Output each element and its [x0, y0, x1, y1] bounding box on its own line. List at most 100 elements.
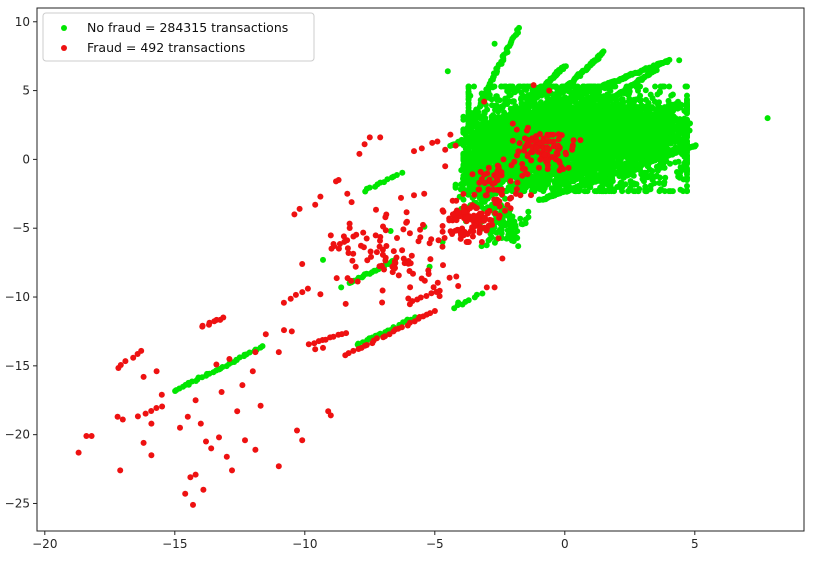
- no-fraud-point: [465, 83, 472, 90]
- no-fraud-point: [575, 172, 582, 179]
- no-fraud-point: [618, 132, 625, 139]
- no-fraud-point: [616, 107, 622, 114]
- no-fraud-point: [645, 151, 651, 158]
- points-layer: [75, 24, 771, 508]
- no-fraud-point: [617, 180, 624, 187]
- no-fraud-point: [534, 103, 541, 109]
- no-fraud-point: [612, 83, 619, 90]
- no-fraud-point: [677, 164, 684, 171]
- no-fraud-point: [625, 151, 632, 157]
- no-fraud-point: [507, 86, 514, 93]
- no-fraud-point: [655, 104, 662, 111]
- no-fraud-point: [589, 127, 596, 134]
- no-fraud-point: [656, 174, 663, 181]
- no-fraud-point: [622, 137, 629, 144]
- no-fraud-point: [627, 178, 634, 185]
- no-fraud-point: [537, 99, 544, 106]
- no-fraud-point: [633, 153, 640, 160]
- no-fraud-point: [567, 108, 574, 115]
- no-fraud-point: [651, 125, 658, 132]
- no-fraud-point: [672, 159, 679, 166]
- no-fraud-point: [619, 96, 626, 103]
- no-fraud-point: [592, 171, 599, 178]
- no-fraud-point: [665, 137, 672, 144]
- no-fraud-point: [619, 188, 626, 195]
- no-fraud-point: [602, 107, 609, 113]
- no-fraud-point: [627, 185, 634, 192]
- no-fraud-point: [621, 151, 627, 158]
- no-fraud-point: [550, 83, 557, 90]
- no-fraud-point: [620, 174, 627, 181]
- no-fraud-point: [630, 104, 637, 111]
- no-fraud-point: [644, 122, 651, 129]
- no-fraud-point: [643, 188, 650, 195]
- no-fraud-point: [559, 112, 566, 119]
- no-fraud-point: [681, 107, 688, 114]
- no-fraud-point: [662, 122, 669, 129]
- no-fraud-point: [495, 108, 502, 115]
- no-fraud-point: [669, 119, 676, 126]
- no-fraud-point: [661, 188, 668, 195]
- no-fraud-point: [598, 93, 605, 100]
- no-fraud-point: [593, 148, 600, 155]
- no-fraud-point: [665, 97, 672, 104]
- no-fraud-point: [607, 186, 614, 192]
- no-fraud-point: [465, 96, 472, 103]
- no-fraud-point: [498, 103, 505, 110]
- no-fraud-point: [637, 97, 643, 104]
- no-fraud-point: [576, 104, 583, 111]
- no-fraud-point: [614, 153, 621, 160]
- no-fraud-point: [601, 180, 608, 187]
- no-fraud-point: [595, 121, 602, 128]
- no-fraud-point: [655, 119, 662, 126]
- no-fraud-point: [562, 104, 569, 111]
- no-fraud-point: [684, 97, 690, 104]
- no-fraud-point: [677, 186, 684, 193]
- no-fraud-point: [639, 176, 646, 182]
- no-fraud-point: [654, 139, 661, 146]
- no-fraud-point: [654, 167, 661, 174]
- no-fraud-point: [498, 83, 505, 90]
- no-fraud-point: [674, 169, 680, 175]
- no-fraud-point: [608, 119, 615, 126]
- no-fraud-point: [593, 115, 600, 122]
- no-fraud-point: [637, 92, 644, 99]
- no-fraud-point: [639, 144, 646, 151]
- no-fraud-point: [681, 133, 688, 140]
- no-fraud-point: [644, 104, 651, 111]
- no-fraud-point: [580, 83, 586, 90]
- no-fraud-point: [591, 188, 598, 195]
- no-fraud-point: [489, 102, 495, 109]
- no-fraud-point: [684, 183, 690, 189]
- no-fraud-point: [610, 113, 616, 120]
- no-fraud-point: [659, 116, 666, 123]
- no-fraud-point: [666, 188, 672, 195]
- no-fraud-point: [633, 132, 640, 139]
- no-fraud-point: [591, 121, 598, 128]
- no-fraud-point: [652, 83, 659, 90]
- no-fraud-point: [666, 83, 673, 90]
- no-fraud-point: [465, 104, 472, 111]
- no-fraud-point: [684, 174, 690, 181]
- no-fraud-point: [647, 91, 654, 98]
- no-fraud-point: [682, 83, 689, 90]
- no-fraud-point: [509, 98, 516, 105]
- no-fraud-point: [655, 144, 662, 151]
- no-fraud-point: [676, 174, 683, 181]
- no-fraud-point: [516, 83, 523, 90]
- no-fraud-point: [600, 188, 607, 195]
- no-fraud-point: [630, 172, 637, 179]
- no-fraud-point: [502, 99, 509, 105]
- no-fraud-point: [605, 139, 612, 146]
- no-fraud-point: [678, 141, 685, 148]
- no-fraud-point: [484, 106, 491, 113]
- no-fraud-point: [684, 169, 690, 176]
- no-fraud-point: [602, 114, 609, 121]
- no-fraud-point: [629, 132, 636, 139]
- no-fraud-point: [656, 99, 662, 106]
- no-fraud-point: [656, 88, 663, 95]
- no-fraud-point: [614, 159, 621, 165]
- no-fraud-point: [591, 98, 598, 105]
- no-fraud-point: [656, 180, 663, 186]
